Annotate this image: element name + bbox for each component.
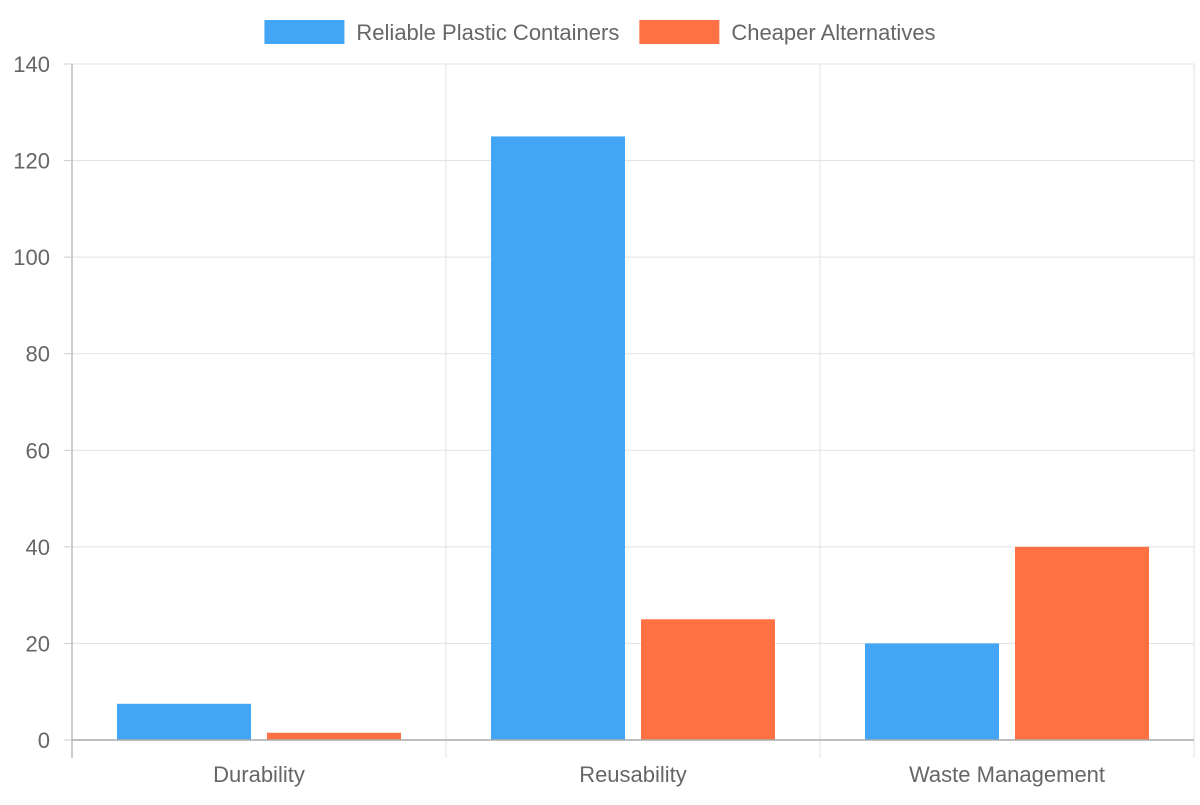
bar-reliable-0 — [117, 703, 251, 740]
legend-swatch-0 — [264, 20, 345, 44]
ticks-layer: 0 20 40 60 80 100 120 140 Durability Reusability W… — [13, 52, 1105, 787]
y-tick-label: 80 — [26, 342, 50, 367]
y-tick-label: 60 — [26, 438, 50, 463]
y-tick-label: 20 — [26, 631, 50, 656]
legend-swatch-1 — [639, 20, 720, 44]
y-tick-label: 140 — [13, 52, 50, 77]
grid-layer — [72, 63, 1195, 758]
axes-layer — [71, 64, 1194, 758]
y-tick-label: 120 — [13, 149, 50, 174]
legend-label-0: Reliable Plastic Containers — [356, 20, 619, 45]
legend: Reliable Plastic Containers Cheaper Alter… — [264, 20, 936, 45]
bar-reliable-2 — [865, 643, 999, 740]
y-tick-label: 0 — [38, 728, 50, 753]
legend-label-1: Cheaper Alternatives — [731, 20, 935, 45]
x-tick-label: Waste Management — [909, 762, 1105, 787]
bar-cheaper-0 — [267, 732, 401, 740]
x-tick-label: Durability — [213, 762, 305, 787]
bars-layer — [117, 136, 1149, 740]
bar-cheaper-1 — [641, 619, 775, 740]
bar-reliable-1 — [491, 136, 625, 740]
bar-cheaper-2 — [1015, 546, 1149, 740]
y-tick-label: 100 — [13, 245, 50, 270]
x-tick-label: Reusability — [579, 762, 687, 787]
y-tick-label: 40 — [26, 535, 50, 560]
